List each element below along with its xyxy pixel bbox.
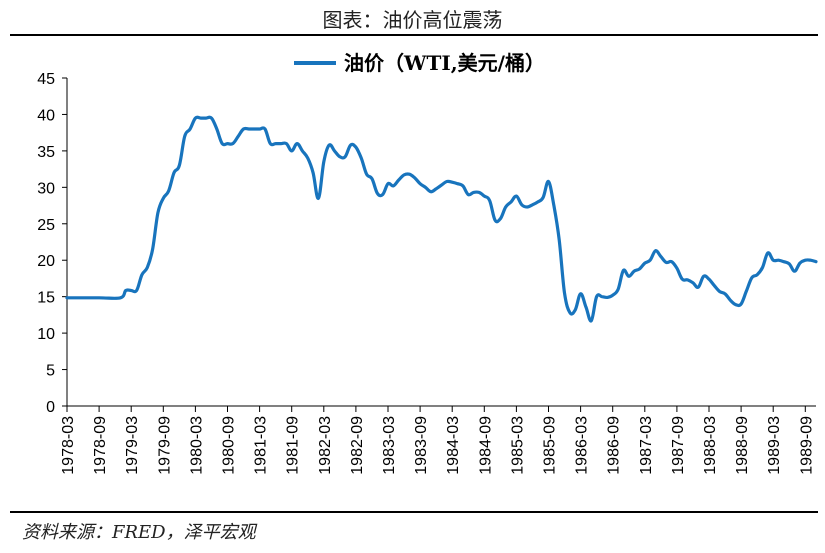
x-tick-label: 1979-03 bbox=[124, 416, 141, 475]
x-tick-label: 1978-09 bbox=[92, 416, 109, 475]
y-tick-label: 5 bbox=[46, 363, 55, 380]
x-tick-label: 1980-09 bbox=[221, 416, 238, 475]
top-rule bbox=[10, 34, 818, 36]
chart-series bbox=[65, 115, 818, 323]
x-tick-label: 1986-09 bbox=[606, 416, 623, 475]
x-tick-label: 1980-03 bbox=[188, 416, 205, 475]
x-tick-label: 1988-03 bbox=[702, 416, 719, 475]
oil-price-line-chart: 0 5 10 15 20 25 30 35 40 45 1978-03 1978-09 1979-03 1… bbox=[37, 51, 818, 475]
x-tick-label: 1979-09 bbox=[156, 416, 173, 475]
x-tick-label: 1983-03 bbox=[381, 416, 398, 475]
y-tick-label: 45 bbox=[37, 71, 55, 88]
y-tick-label: 0 bbox=[46, 399, 55, 416]
x-tick-label: 1986-03 bbox=[574, 416, 591, 475]
y-tick-label: 40 bbox=[37, 107, 55, 124]
x-tick-label: 1987-09 bbox=[670, 416, 687, 475]
page-title: 图表：油价高位震荡 bbox=[322, 8, 503, 32]
x-tick-label: 1988-09 bbox=[734, 416, 751, 475]
y-tick-label: 20 bbox=[37, 253, 55, 270]
x-tick-label: 1984-09 bbox=[477, 416, 494, 475]
x-tick-label: 1978-03 bbox=[60, 416, 77, 475]
chart-legend: 油价（WTI,美元/桶） bbox=[294, 51, 545, 75]
x-tick-label: 1982-03 bbox=[317, 416, 334, 475]
legend-label: 油价（WTI,美元/桶） bbox=[344, 51, 545, 75]
x-tick-label: 1983-09 bbox=[413, 416, 430, 475]
y-tick-label: 25 bbox=[37, 217, 55, 234]
source-note: 资料来源：FRED，泽平宏观 bbox=[22, 522, 256, 543]
x-tick-label: 1981-09 bbox=[285, 416, 302, 475]
x-tick-label: 1981-03 bbox=[253, 416, 270, 475]
x-tick-label: 1985-09 bbox=[542, 416, 559, 475]
x-tick-label: 1984-03 bbox=[445, 416, 462, 475]
y-tick-label: 30 bbox=[37, 180, 55, 197]
chart-axes: 0 5 10 15 20 25 30 35 40 45 1978-03 1978-09 1979-03 1… bbox=[37, 71, 816, 475]
x-tick-label: 1985-03 bbox=[509, 416, 526, 475]
bottom-rule bbox=[10, 511, 818, 513]
y-tick-label: 10 bbox=[37, 326, 55, 343]
y-tick-label: 15 bbox=[37, 290, 55, 307]
x-tick-label: 1989-09 bbox=[798, 416, 815, 475]
series-line-wti bbox=[65, 115, 818, 323]
x-tick-label: 1989-03 bbox=[766, 416, 783, 475]
x-tick-label: 1987-03 bbox=[638, 416, 655, 475]
y-tick-label: 35 bbox=[37, 144, 55, 161]
x-tick-label: 1982-09 bbox=[349, 416, 366, 475]
